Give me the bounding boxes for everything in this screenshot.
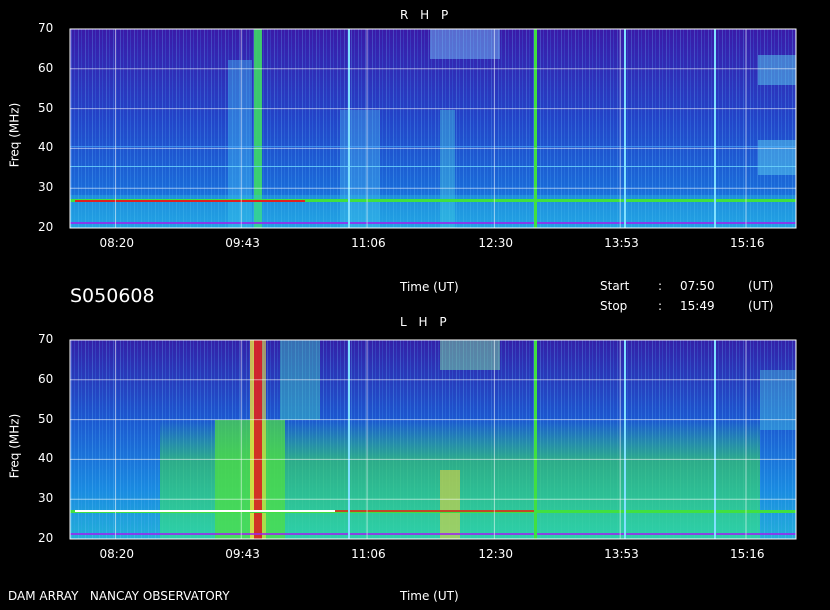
observatory-label: DAM ARRAY NANCAY OBSERVATORY xyxy=(8,589,230,603)
lhp-xlabel: Time (UT) xyxy=(400,589,459,603)
rhp-y-tick-label: 60 xyxy=(38,60,54,75)
rhp-xlabel: Time (UT) xyxy=(400,280,459,294)
rhp-intense-line xyxy=(70,199,796,202)
rhp-y-tick-label: 50 xyxy=(38,100,54,115)
lhp-y-tick-label: 60 xyxy=(38,371,54,386)
lhp-x-tick-label: 09:43 xyxy=(225,547,260,561)
start-unit: (UT) xyxy=(748,279,774,293)
session-id: S050608 xyxy=(70,285,155,307)
lhp-panel xyxy=(69,339,797,540)
lhp-y-tick-label: 20 xyxy=(38,531,54,545)
lhp-ylabel: Freq (MHz) xyxy=(7,413,22,479)
stop-label: Stop xyxy=(600,299,628,313)
start-label: Start xyxy=(600,279,630,293)
lhp-x-tick-label: 08:20 xyxy=(99,547,135,561)
lhp-y-tick-label: 50 xyxy=(38,411,54,426)
lhp-grid xyxy=(70,339,796,540)
rhp-y-tick-label: 30 xyxy=(38,180,54,195)
lhp-title: L H P xyxy=(400,315,451,329)
rhp-x-tick-label: 11:06 xyxy=(351,236,386,250)
lhp-x-tick-label: 13:53 xyxy=(604,547,639,561)
rhp-y-tick-label: 20 xyxy=(38,220,54,234)
rhp-title: R H P xyxy=(400,8,453,22)
stop-sep: : xyxy=(658,299,663,313)
start-sep: : xyxy=(658,279,663,293)
lhp-burst-column xyxy=(254,340,262,539)
rhp-y-tick-label: 40 xyxy=(38,140,54,155)
rhp-y-tick-label: 70 xyxy=(38,21,54,35)
rhp-x-tick-label: 15:16 xyxy=(729,236,765,250)
start-time: 07:50 xyxy=(680,279,715,293)
stop-time: 15:49 xyxy=(680,299,715,313)
rhp-x-tick-label: 08:20 xyxy=(99,236,135,250)
rhp-panel xyxy=(69,28,797,229)
rhp-burst-column xyxy=(254,29,262,228)
lhp-x-tick-label: 12:30 xyxy=(478,547,513,561)
lhp-y-tick-label: 30 xyxy=(38,491,54,506)
stop-unit: (UT) xyxy=(748,299,774,313)
lhp-y-tick-label: 70 xyxy=(38,332,54,346)
rhp-x-tick-label: 12:30 xyxy=(478,236,513,250)
lhp-x-tick-label: 11:06 xyxy=(351,547,386,561)
lhp-x-tick-label: 15:16 xyxy=(729,547,765,561)
rhp-x-tick-label: 13:53 xyxy=(604,236,639,250)
rhp-x-tick-label: 09:43 xyxy=(225,236,260,250)
rhp-ylabel: Freq (MHz) xyxy=(7,102,22,168)
lhp-y-tick-label: 40 xyxy=(38,451,54,466)
